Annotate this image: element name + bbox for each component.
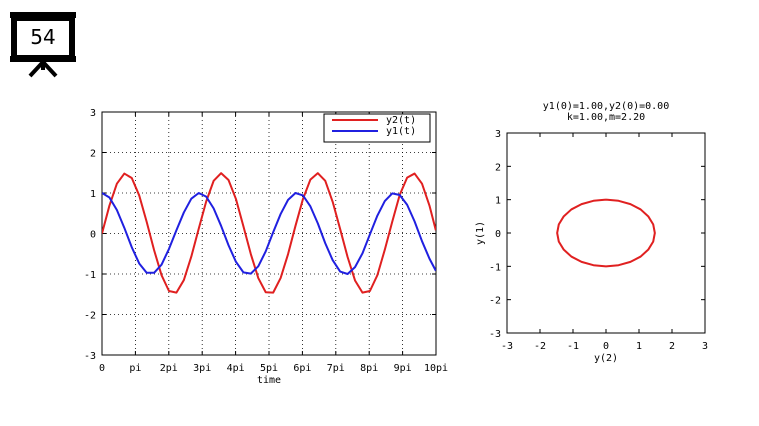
chart1-xtick-label: 5pi bbox=[260, 363, 278, 374]
chart1-xtick-label: pi bbox=[129, 363, 141, 374]
chart1-legend-label: y2(t) bbox=[386, 115, 416, 126]
chart2-xtick-label: -3 bbox=[501, 341, 513, 352]
chart2-frame bbox=[506, 132, 706, 334]
chart2-xtick-label: 2 bbox=[669, 341, 675, 352]
chart2-title-line: k=1.00,m=2.20 bbox=[567, 112, 645, 123]
chart2-xtick-label: 0 bbox=[603, 341, 609, 352]
chart1-ytick-label: -2 bbox=[84, 311, 96, 322]
chart2-title-line: y1(0)=1.00,y2(0)=0.00 bbox=[543, 101, 669, 112]
chart1-ytick-label: -3 bbox=[84, 351, 96, 362]
chart2-xtick-label: 1 bbox=[636, 341, 642, 352]
chart2-ytick-label: -2 bbox=[489, 296, 501, 307]
chart2-series-trajectory bbox=[556, 198, 656, 268]
chart2-ytick-label: -1 bbox=[489, 262, 501, 273]
chart2-xtick-label: 3 bbox=[702, 341, 708, 352]
chart1-xtick-label: 6pi bbox=[293, 363, 311, 374]
chart1-series-y1t bbox=[102, 192, 436, 275]
chart2-ylabel: y(1) bbox=[475, 221, 486, 245]
presentation-icon bbox=[8, 10, 80, 78]
chart2-ytick-label: 0 bbox=[495, 229, 501, 240]
chart1-xtick-label: 10pi bbox=[424, 363, 448, 374]
chart1-xtick-label: 0 bbox=[99, 363, 105, 374]
chart2-ytick-label: 1 bbox=[495, 196, 501, 207]
chart1-legend-label: y1(t) bbox=[386, 126, 416, 137]
chart1-ytick-label: 0 bbox=[90, 230, 96, 241]
chart2-xtick-label: -2 bbox=[534, 341, 546, 352]
chart1-ytick-label: -1 bbox=[84, 270, 96, 281]
chart2-ytick-label: 2 bbox=[495, 162, 501, 173]
chart1-xtick-label: 7pi bbox=[327, 363, 345, 374]
chart1-xlabel: time bbox=[257, 375, 281, 386]
chart2-ytick-label: -3 bbox=[489, 329, 501, 340]
chart1-xtick-label: 2pi bbox=[160, 363, 178, 374]
chart1-ytick-label: 3 bbox=[90, 108, 96, 119]
chart1-xtick-label: 9pi bbox=[394, 363, 412, 374]
chart1-series-y2t bbox=[102, 172, 436, 294]
chart2-xtick-label: -1 bbox=[567, 341, 579, 352]
chart1-legend bbox=[323, 113, 431, 143]
chart2-ytick-label: 3 bbox=[495, 129, 501, 140]
chart1-xtick-label: 4pi bbox=[227, 363, 245, 374]
chart1-ytick-label: 1 bbox=[90, 189, 96, 200]
chart1-ytick-label: 2 bbox=[90, 149, 96, 160]
chart2-xlabel: y(2) bbox=[594, 353, 618, 364]
chart1-xtick-label: 3pi bbox=[193, 363, 211, 374]
chart1-xtick-label: 8pi bbox=[360, 363, 378, 374]
slide-number: 54 bbox=[30, 25, 56, 49]
